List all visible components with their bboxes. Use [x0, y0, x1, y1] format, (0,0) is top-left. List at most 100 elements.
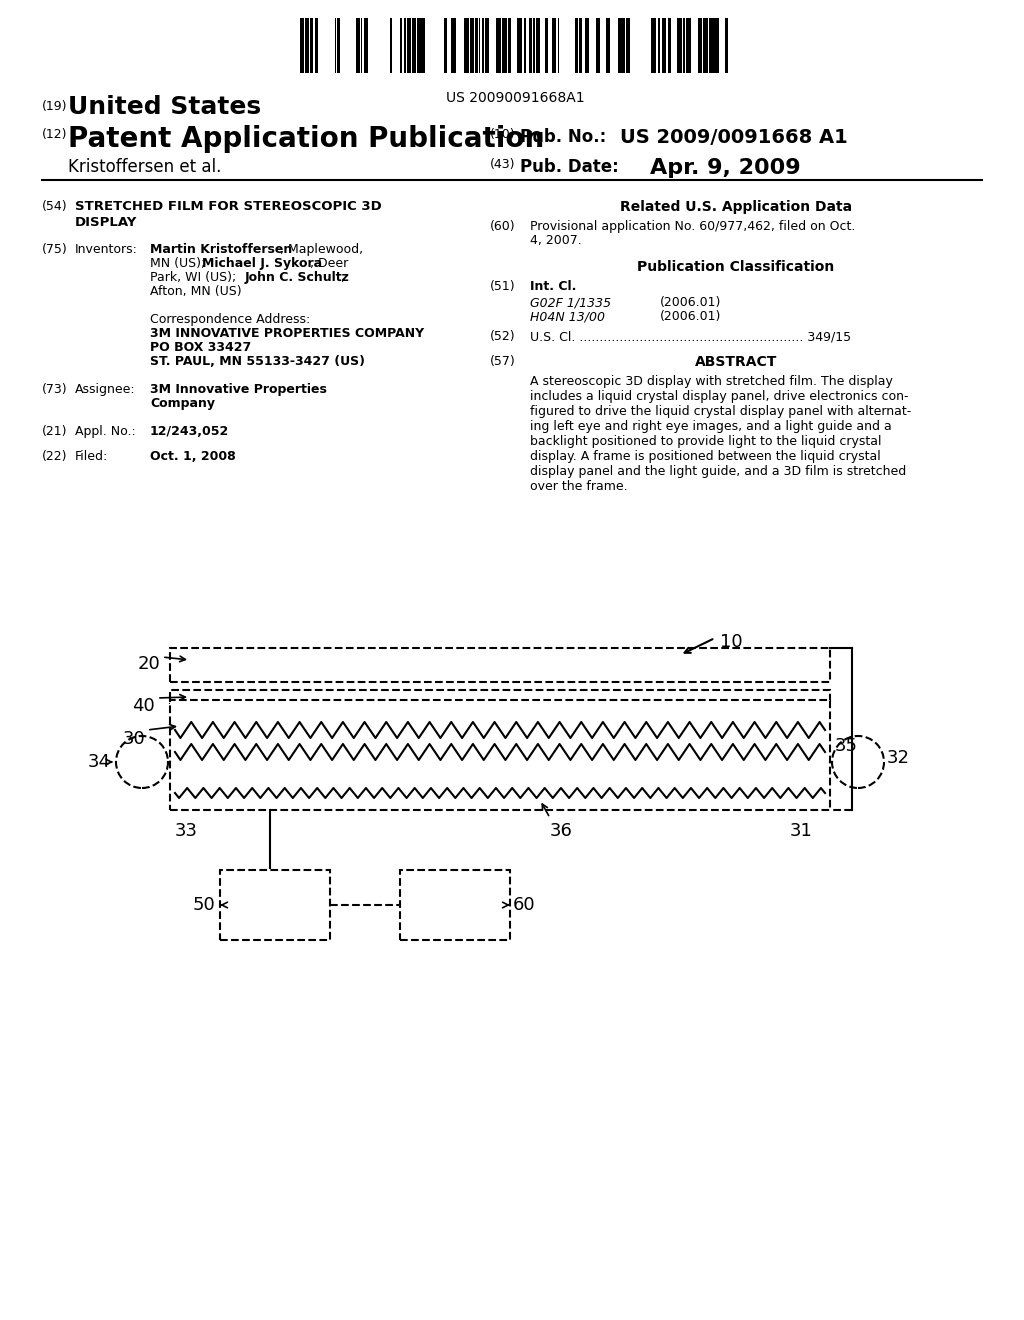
Bar [361, 18, 362, 73]
Text: (12): (12) [42, 128, 68, 141]
Text: Related U.S. Application Data: Related U.S. Application Data [620, 201, 852, 214]
Text: H04N 13/00: H04N 13/00 [530, 310, 605, 323]
Bar [537, 18, 540, 73]
Bar [575, 18, 578, 73]
Text: ABSTRACT: ABSTRACT [695, 355, 777, 370]
Text: ,: , [341, 271, 345, 284]
Text: United States: United States [68, 95, 261, 119]
Bar [662, 18, 667, 73]
Text: A stereoscopic 3D display with stretched film. The display
includes a liquid cry: A stereoscopic 3D display with stretched… [530, 375, 911, 492]
Text: Correspondence Address:: Correspondence Address: [150, 313, 310, 326]
Bar [605, 18, 610, 73]
Text: Inventors:: Inventors: [75, 243, 138, 256]
Text: John C. Schultz: John C. Schultz [245, 271, 350, 284]
Text: G02F 1/1335: G02F 1/1335 [530, 296, 611, 309]
Text: Pub. No.:: Pub. No.: [520, 128, 606, 147]
Text: MN (US);: MN (US); [150, 257, 209, 271]
Text: PO BOX 33427: PO BOX 33427 [150, 341, 251, 354]
Text: Michael J. Sykora: Michael J. Sykora [202, 257, 323, 271]
Text: 40: 40 [132, 697, 155, 715]
Bar [517, 18, 522, 73]
Bar [408, 18, 411, 73]
Text: US 2009/0091668 A1: US 2009/0091668 A1 [620, 128, 848, 147]
Bar [715, 18, 719, 73]
Bar [412, 18, 416, 73]
Text: US 20090091668A1: US 20090091668A1 [445, 91, 585, 106]
Bar [170, 690, 830, 704]
Bar [390, 18, 392, 73]
Text: Assignee:: Assignee: [75, 383, 135, 396]
Text: Publication Classification: Publication Classification [637, 260, 835, 275]
Text: (57): (57) [490, 355, 516, 368]
Bar [621, 18, 626, 73]
Text: 4, 2007.: 4, 2007. [530, 234, 582, 247]
Text: U.S. Cl. ........................................................ 349/15: U.S. Cl. ...............................… [530, 330, 851, 343]
FancyBboxPatch shape [170, 700, 830, 810]
Text: 12/243,052: 12/243,052 [150, 425, 229, 438]
Text: 30: 30 [122, 730, 145, 748]
Text: (19): (19) [42, 100, 68, 114]
Bar [668, 18, 671, 73]
Bar [356, 18, 359, 73]
Text: Int. Cl.: Int. Cl. [530, 280, 577, 293]
Bar [585, 18, 589, 73]
Text: Apr. 9, 2009: Apr. 9, 2009 [650, 158, 801, 178]
Text: Patent Application Publication: Patent Application Publication [68, 125, 544, 153]
Text: 3M Innovative Properties: 3M Innovative Properties [150, 383, 327, 396]
Bar [618, 18, 620, 73]
Bar [337, 18, 340, 73]
Text: (10): (10) [490, 128, 516, 141]
Bar [364, 18, 369, 73]
Text: (2006.01): (2006.01) [660, 296, 721, 309]
Bar [464, 18, 469, 73]
Bar [552, 18, 556, 73]
Bar [703, 18, 708, 73]
Text: (2006.01): (2006.01) [660, 310, 721, 323]
Text: 3M INNOVATIVE PROPERTIES COMPANY: 3M INNOVATIVE PROPERTIES COMPANY [150, 327, 424, 341]
Circle shape [831, 737, 884, 788]
Bar [403, 18, 406, 73]
Text: Company: Company [150, 397, 215, 411]
Text: (75): (75) [42, 243, 68, 256]
Text: Afton, MN (US): Afton, MN (US) [150, 285, 242, 298]
Text: (51): (51) [490, 280, 516, 293]
Text: (60): (60) [490, 220, 516, 234]
FancyBboxPatch shape [170, 648, 830, 682]
Bar [579, 18, 583, 73]
Text: Oct. 1, 2008: Oct. 1, 2008 [150, 450, 236, 463]
Bar [485, 18, 488, 73]
Bar [482, 18, 484, 73]
Text: 10: 10 [720, 634, 742, 651]
Text: Kristoffersen et al.: Kristoffersen et al. [68, 158, 221, 176]
Bar [523, 18, 526, 73]
Text: Appl. No.:: Appl. No.: [75, 425, 136, 438]
Text: (22): (22) [42, 450, 68, 463]
Bar [532, 18, 536, 73]
Text: Park, WI (US);: Park, WI (US); [150, 271, 241, 284]
Bar [470, 18, 474, 73]
Text: Provisional application No. 60/977,462, filed on Oct.: Provisional application No. 60/977,462, … [530, 220, 855, 234]
Bar [479, 18, 480, 73]
Bar [314, 18, 318, 73]
Text: 35: 35 [835, 737, 858, 755]
Bar [305, 18, 309, 73]
Text: 50: 50 [193, 896, 215, 913]
Bar [475, 18, 478, 73]
Text: Pub. Date:: Pub. Date: [520, 158, 618, 176]
Bar [309, 18, 313, 73]
Bar [596, 18, 600, 73]
Text: Filed:: Filed: [75, 450, 109, 463]
Bar [502, 18, 507, 73]
Bar [627, 18, 630, 73]
Bar [335, 18, 336, 73]
Bar [443, 18, 447, 73]
Text: (21): (21) [42, 425, 68, 438]
Bar [300, 18, 303, 73]
Text: STRETCHED FILM FOR STEREOSCOPIC 3D: STRETCHED FILM FOR STEREOSCOPIC 3D [75, 201, 382, 213]
Bar [651, 18, 656, 73]
Text: 31: 31 [790, 822, 813, 840]
Bar [452, 18, 456, 73]
Text: 36: 36 [550, 822, 572, 840]
Bar [422, 18, 425, 73]
Text: , Deer: , Deer [310, 257, 348, 271]
